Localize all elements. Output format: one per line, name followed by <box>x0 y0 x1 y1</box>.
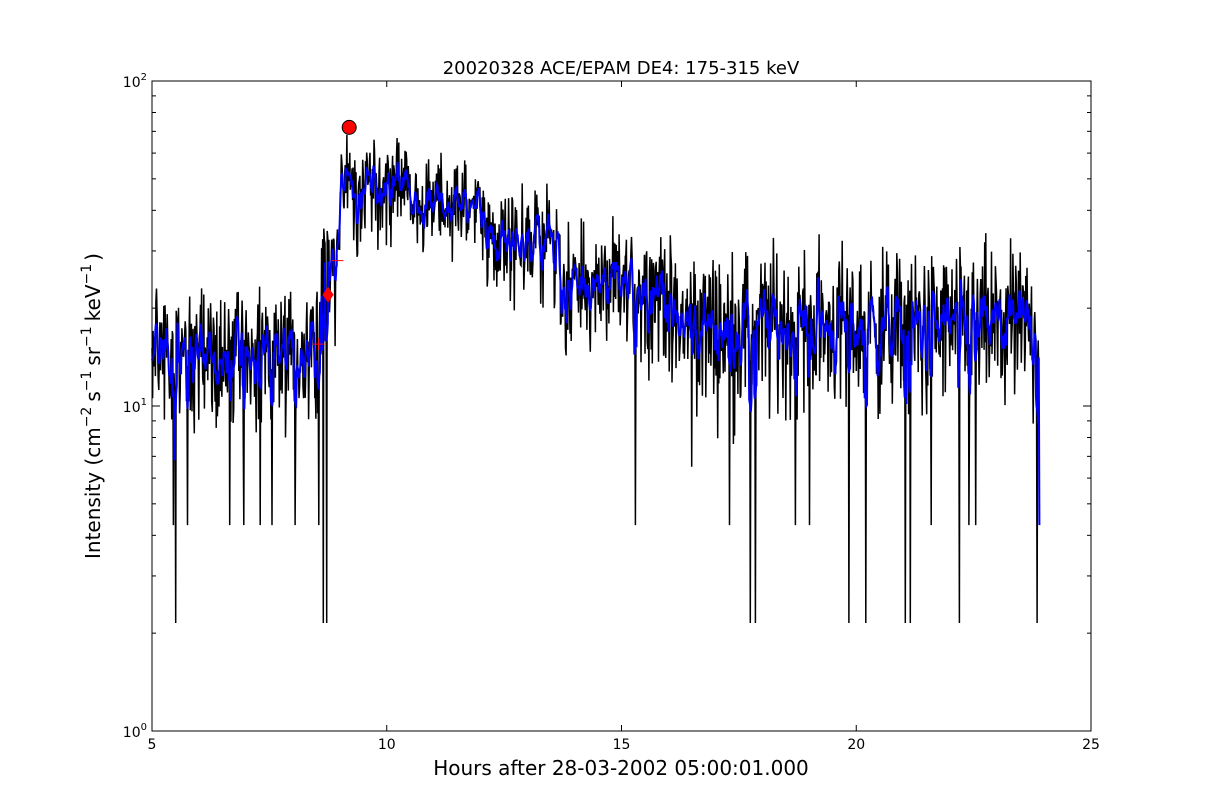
x-tick-label: 25 <box>1082 737 1100 753</box>
y-axis-label-sr: sr <box>81 346 105 365</box>
series-smoothed-intensity-line <box>151 162 1041 526</box>
y-axis-label-kev: keV <box>81 284 105 321</box>
axis-ticks: 5 10 15 20 25 100 101 102 <box>123 72 1100 753</box>
y-axis-label-prefix: Intensity (cm <box>81 427 105 559</box>
y-axis-label-exp-s: −1 <box>79 371 95 392</box>
plot-data-area <box>151 119 1041 624</box>
x-tick-label: 10 <box>378 737 396 753</box>
x-tick-label: 20 <box>847 737 865 753</box>
y-axis-label-exp-sr: −1 <box>79 326 95 347</box>
x-tick-label: 5 <box>148 737 157 753</box>
x-tick-label: 15 <box>613 737 631 753</box>
x-axis-label: Hours after 28-03-2002 05:00:01.000 <box>433 756 809 780</box>
y-axis-label-exp-cm: −2 <box>79 407 95 428</box>
y-tick-label: 102 <box>123 72 147 91</box>
marker-plus <box>312 338 325 351</box>
marker-plus <box>331 254 344 267</box>
y-tick-label: 100 <box>123 722 147 741</box>
y-axis-label-suffix: ) <box>81 253 105 261</box>
y-axis-label-exp-kev: −1 <box>79 264 95 285</box>
chart-title: 20020328 ACE/EPAM DE4: 175-315 keV <box>443 58 800 79</box>
y-tick-label: 101 <box>123 397 147 416</box>
y-axis-label-s: s <box>81 391 105 401</box>
marker-onset-diamond <box>322 286 334 303</box>
marker-peak-circle <box>341 119 357 135</box>
y-axis-label: Intensity (cm−2s−1sr−1keV−1) <box>79 253 105 559</box>
